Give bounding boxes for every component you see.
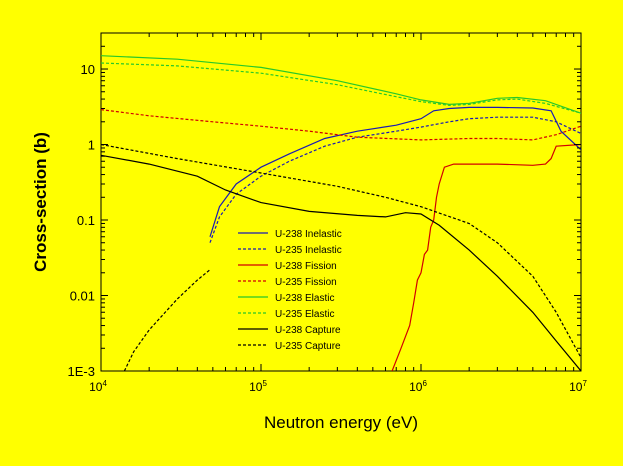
series-line-u-235-fission: [101, 109, 581, 141]
series-line-u-235-elastic: [101, 62, 581, 114]
y-axis-label: Cross-section (b): [31, 132, 50, 272]
series-line-u-238-elastic: [101, 55, 581, 114]
y-tick-label: 1E-3: [68, 364, 95, 379]
legend: U-238 Inelastic U-235 Inelastic U-238 Fiss…: [238, 229, 342, 352]
legend-label: U-235 Fission: [275, 277, 337, 288]
x-tick-label: 106: [409, 379, 427, 394]
legend-label: U-238 Fission: [275, 261, 337, 272]
legend-label: U-235 Inelastic: [275, 245, 342, 256]
legend-label: U-235 Capture: [275, 341, 341, 352]
series-line-u-238-inelastic: [209, 106, 581, 237]
series-line-extra-8: [123, 269, 211, 371]
legend-label: U-238 Elastic: [275, 293, 334, 304]
x-tick-label: 105: [249, 379, 267, 394]
y-tick-label: 0.1: [77, 213, 95, 228]
plot-frame: [100, 32, 582, 372]
y-tick-label: 0.01: [70, 289, 95, 304]
y-tick-label: 1: [88, 138, 95, 153]
x-tick-label: 104: [89, 379, 107, 394]
y-tick-label: 10: [81, 62, 95, 77]
series-line-u-235-capture: [101, 143, 581, 358]
series-line-u-238-fission: [391, 143, 581, 371]
legend-label: U-238 Capture: [275, 325, 341, 336]
series-line-u-235-inelastic: [209, 116, 581, 243]
legend-label: U-238 Inelastic: [275, 229, 342, 240]
x-tick-label: 107: [569, 379, 587, 394]
series-layer: [101, 55, 581, 371]
series-line-u-238-capture: [101, 154, 581, 371]
legend-label: U-235 Elastic: [275, 309, 334, 320]
tick-layer: 104 105 106 107 1E-3 0.01 0.1 1 10: [68, 32, 587, 394]
x-axis-label: Neutron energy (eV): [264, 413, 418, 432]
